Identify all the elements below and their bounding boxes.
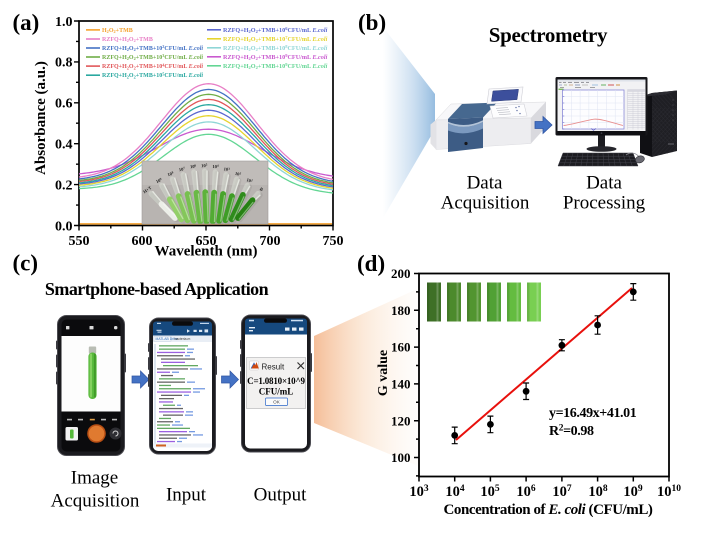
svg-text:103: 103 [409,484,429,500]
svg-text:100: 100 [391,450,411,465]
svg-text:Data: Data [467,173,503,194]
svg-text:160: 160 [391,340,411,355]
svg-text:Wavelenth (nm): Wavelenth (nm) [155,244,258,260]
svg-text:RZFQ+H2​O2​+TMB+109​CFU/mL E.c: RZFQ+H2​O2​+TMB+109​CFU/mL E.coli [223,53,328,61]
svg-text:OK: OK [273,400,281,405]
svg-text:B: B [259,186,264,192]
svg-text:1010: 1010 [657,484,681,500]
svg-text:MATLAB Drive: MATLAB Drive [156,337,178,341]
svg-text:RZFQ+H2​O2​+TMB+106​CFU/mL E.c: RZFQ+H2​O2​+TMB+106​CFU/mL E.coli [223,26,328,34]
svg-text:140: 140 [391,377,411,392]
svg-text:Processing: Processing [563,193,646,214]
svg-text:RZFQ+H2​O2​+TMB+104​CFU/mL E.c: RZFQ+H2​O2​+TMB+104​CFU/mL E.coli [102,62,203,70]
svg-text:bacteria.m: bacteria.m [175,337,191,341]
svg-text:120: 120 [391,413,411,428]
svg-text:180: 180 [391,303,411,318]
svg-text:750: 750 [323,234,344,249]
svg-text:0.2: 0.2 [55,178,73,193]
svg-text:G value: G value [376,350,391,396]
svg-text:RZFQ+H2​O2​+TMB+102​CFU/mL E.c: RZFQ+H2​O2​+TMB+102​CFU/mL E.coli [102,44,203,52]
svg-text:RZFQ+H2​O2​+TMB+103​CFU/mL E.c: RZFQ+H2​O2​+TMB+103​CFU/mL E.coli [102,53,203,61]
svg-text:650: 650 [196,234,217,249]
svg-text:H+T: H+T [142,185,152,194]
svg-text:(b): (b) [358,10,386,35]
svg-text:(c): (c) [13,251,39,276]
svg-text:550: 550 [69,234,90,249]
svg-text:Acquisition: Acquisition [51,491,140,512]
svg-text:y=16.49x+41.01: y=16.49x+41.01 [549,406,637,421]
svg-text:Data: Data [586,173,622,194]
svg-text:109​: 109​ [155,177,163,185]
svg-text:700: 700 [260,234,281,249]
svg-text:107: 107 [552,484,572,500]
svg-text:103​: 103​ [223,166,230,172]
svg-text:600: 600 [132,234,153,249]
svg-text:105​: 105​ [201,163,208,169]
svg-text:Result: Result [262,363,285,372]
svg-text:CFU/mL: CFU/mL [259,387,294,397]
svg-text:0.4: 0.4 [55,138,73,153]
svg-text:106: 106 [516,484,536,500]
svg-text:(d): (d) [357,251,385,276]
svg-text:Concentration of E. coli (CFU/: Concentration of E. coli (CFU/mL) [444,502,653,518]
svg-text:Input: Input [166,485,207,506]
svg-text:Absorbance (a.u.): Absorbance (a.u.) [33,61,49,175]
svg-text:H2​O2​+TMB: H2​O2​+TMB [102,28,133,34]
svg-text:(a): (a) [13,10,40,35]
svg-text:108: 108 [588,484,608,500]
svg-text:0.8: 0.8 [55,56,73,71]
svg-text:RZFQ+H2​O2​+TMB: RZFQ+H2​O2​+TMB [102,37,153,43]
svg-text:RZFQ+H2​O2​+TMB+107​CFU/mL E.c: RZFQ+H2​O2​+TMB+107​CFU/mL E.coli [223,35,328,43]
svg-text:Image: Image [71,468,118,489]
svg-text:C=1.0810×10^9: C=1.0810×10^9 [247,376,305,386]
svg-text:1.0: 1.0 [55,15,73,30]
svg-text:0.0: 0.0 [55,219,73,234]
svg-text:Acquisition: Acquisition [441,193,530,214]
svg-text:RZFQ+H2​O2​+TMB+109​CFU/mL E.c: RZFQ+H2​O2​+TMB+109​CFU/mL E.coli [223,62,328,70]
svg-text:107​: 107​ [178,166,185,172]
svg-text:Output: Output [254,485,308,506]
svg-text:Spectrometry: Spectrometry [489,23,608,47]
svg-text:104: 104 [445,484,465,500]
svg-text:106​: 106​ [190,163,197,169]
svg-text:109: 109 [623,484,643,500]
svg-text:200: 200 [391,266,411,281]
svg-text:RZFQ+H2​O2​+TMB+108​CFU/mL E.c: RZFQ+H2​O2​+TMB+108​CFU/mL E.coli [223,44,328,52]
svg-text:R2=0.98: R2=0.98 [549,424,594,440]
svg-text:RZFQ+H2​O2​+TMB+105​CFU/mL E.c: RZFQ+H2​O2​+TMB+105​CFU/mL E.coli [102,71,203,79]
svg-text:Smartphone-based Application: Smartphone-based Application [45,279,269,299]
svg-text:101​: 101​ [246,177,254,184]
svg-text:105: 105 [480,484,500,500]
svg-text:0.6: 0.6 [55,97,73,112]
